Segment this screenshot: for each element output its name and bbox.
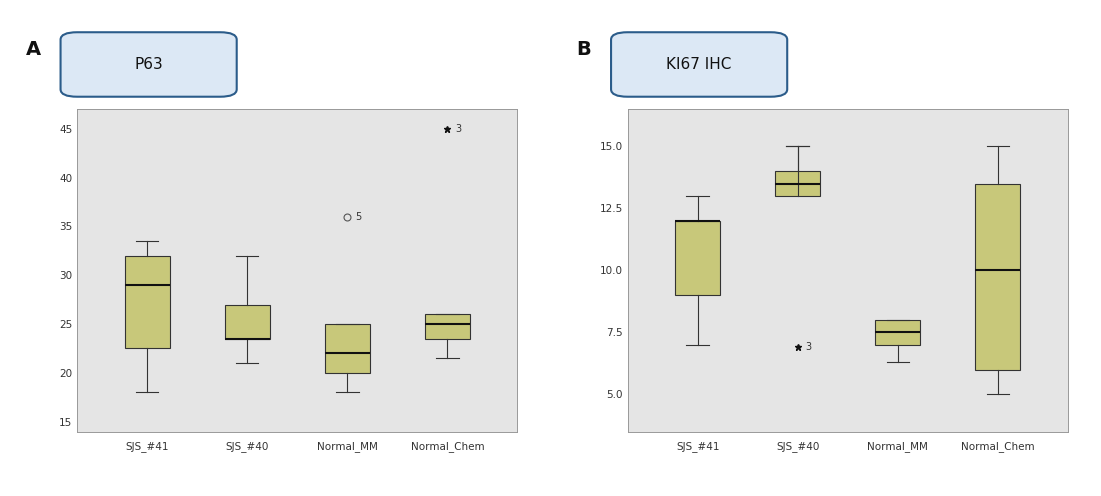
PathPatch shape — [124, 255, 170, 349]
Text: 5: 5 — [356, 212, 361, 222]
PathPatch shape — [225, 305, 270, 339]
Text: A: A — [25, 40, 41, 59]
PathPatch shape — [975, 184, 1021, 370]
Text: B: B — [576, 40, 591, 59]
Text: P63: P63 — [134, 57, 163, 72]
Text: 3: 3 — [456, 124, 461, 133]
PathPatch shape — [675, 221, 720, 295]
PathPatch shape — [775, 171, 820, 196]
PathPatch shape — [425, 314, 470, 339]
PathPatch shape — [325, 324, 370, 373]
Text: KI67 IHC: KI67 IHC — [666, 57, 732, 72]
Text: 3: 3 — [806, 342, 811, 352]
PathPatch shape — [875, 320, 920, 345]
